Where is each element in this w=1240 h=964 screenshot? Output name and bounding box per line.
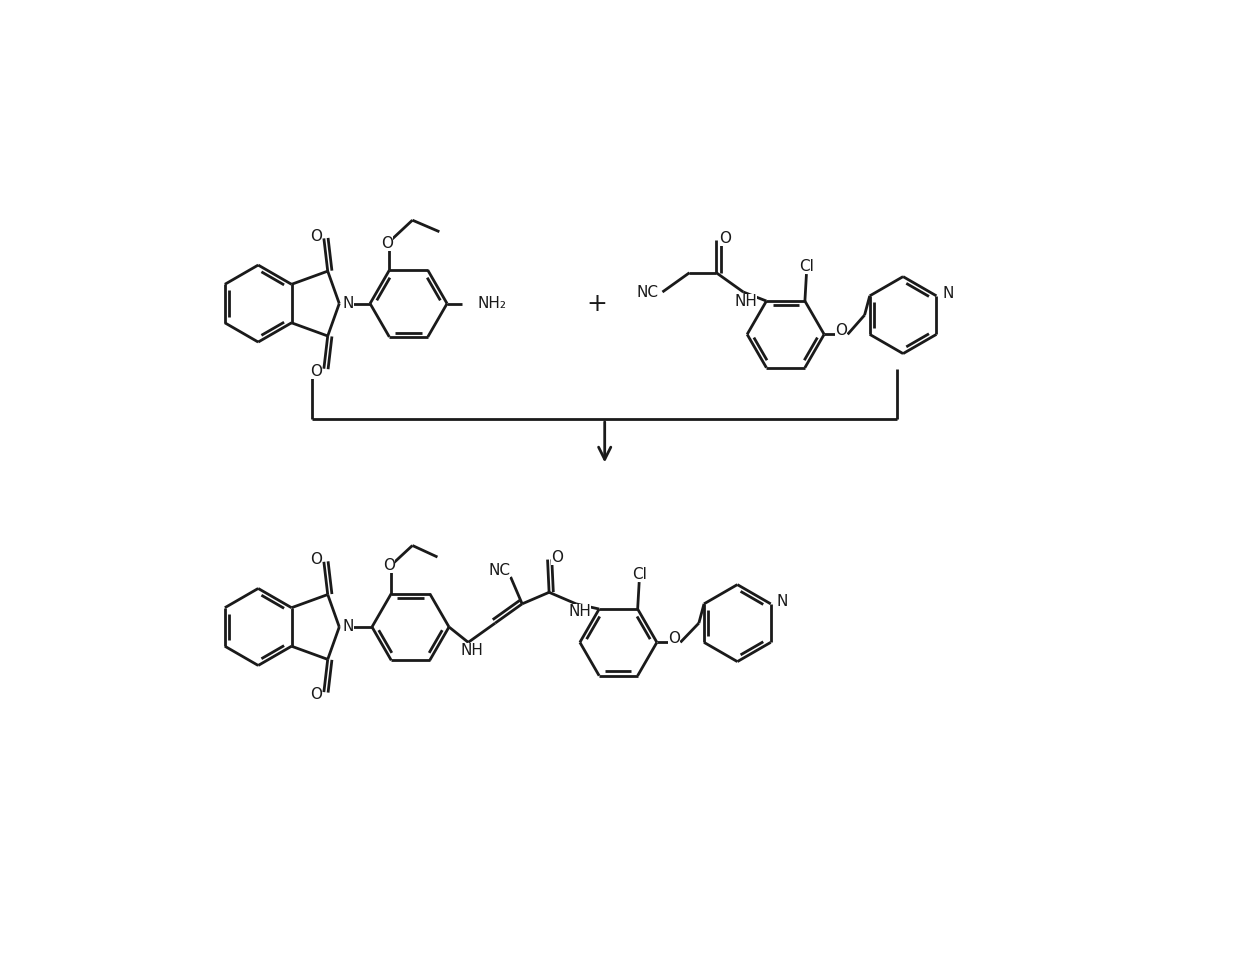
Text: NH₂: NH₂ xyxy=(477,296,507,311)
Text: NH: NH xyxy=(734,294,758,308)
Text: N: N xyxy=(342,296,355,311)
Text: N: N xyxy=(942,286,954,301)
Text: NC: NC xyxy=(489,563,510,578)
Text: +: + xyxy=(587,291,608,315)
Text: N: N xyxy=(776,594,787,609)
Text: Cl: Cl xyxy=(631,567,646,582)
Text: O: O xyxy=(836,323,847,338)
Text: O: O xyxy=(668,631,681,646)
Text: O: O xyxy=(383,558,394,574)
Text: NC: NC xyxy=(636,284,658,300)
Text: N: N xyxy=(342,620,355,634)
Text: O: O xyxy=(310,687,322,702)
Text: O: O xyxy=(719,231,732,246)
Text: Cl: Cl xyxy=(799,259,813,274)
Text: NH: NH xyxy=(568,604,591,619)
Text: O: O xyxy=(310,228,322,244)
Text: O: O xyxy=(310,552,322,567)
Text: NH: NH xyxy=(460,643,484,657)
Text: O: O xyxy=(551,549,563,565)
Text: O: O xyxy=(381,236,393,251)
Text: O: O xyxy=(310,363,322,379)
